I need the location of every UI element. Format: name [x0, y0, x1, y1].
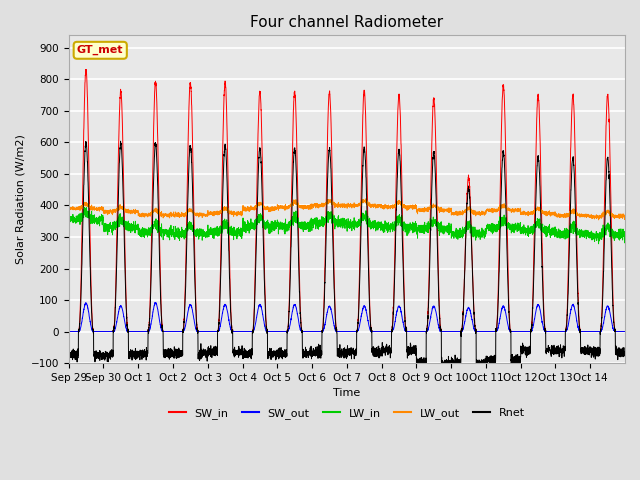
LW_in — [65, 216, 72, 222]
LW_in — [368, 221, 376, 227]
LW_out — [595, 217, 602, 223]
Line: LW_out: LW_out — [68, 199, 625, 220]
SW_in — [621, 329, 629, 335]
LW_out — [180, 212, 188, 217]
Line: SW_out: SW_out — [68, 302, 625, 332]
SW_out — [541, 328, 549, 334]
LW_out — [368, 203, 376, 208]
LW_out — [527, 210, 534, 216]
Text: GT_met: GT_met — [77, 45, 124, 55]
SW_out — [500, 303, 508, 309]
SW_in — [397, 155, 405, 161]
SW_in — [180, 317, 188, 323]
Rnet — [397, 195, 405, 201]
SW_in — [500, 82, 508, 88]
SW_in — [541, 328, 549, 334]
SW_out — [65, 329, 72, 335]
LW_in — [541, 226, 549, 232]
SW_out — [397, 310, 405, 316]
X-axis label: Time: Time — [333, 388, 360, 398]
Legend: SW_in, SW_out, LW_in, LW_out, Rnet: SW_in, SW_out, LW_in, LW_out, Rnet — [164, 403, 529, 423]
LW_in — [621, 231, 629, 237]
LW_out — [500, 202, 508, 207]
LW_out — [621, 213, 629, 219]
SW_out — [180, 327, 188, 333]
SW_in — [368, 328, 376, 334]
Rnet — [541, 328, 549, 334]
LW_in — [397, 216, 405, 222]
SW_out — [151, 300, 159, 305]
Line: SW_in: SW_in — [68, 70, 625, 332]
SW_in — [65, 329, 72, 335]
LW_in — [500, 215, 508, 220]
Rnet — [500, 149, 508, 155]
LW_in — [81, 204, 88, 210]
Y-axis label: Solar Radiation (W/m2): Solar Radiation (W/m2) — [15, 134, 25, 264]
LW_out — [362, 196, 370, 202]
Rnet — [421, 368, 429, 374]
Line: Rnet: Rnet — [68, 141, 625, 371]
Rnet — [116, 138, 124, 144]
SW_out — [368, 328, 376, 334]
LW_out — [65, 205, 72, 211]
Rnet — [65, 352, 72, 358]
Title: Four channel Radiometer: Four channel Radiometer — [250, 15, 444, 30]
LW_in — [595, 241, 602, 247]
LW_in — [180, 228, 188, 234]
LW_out — [541, 210, 549, 216]
SW_out — [527, 328, 534, 334]
SW_in — [527, 326, 534, 332]
Rnet — [368, 328, 376, 334]
LW_out — [397, 200, 405, 205]
Rnet — [527, 328, 535, 334]
SW_in — [83, 67, 90, 72]
Line: LW_in: LW_in — [68, 207, 625, 244]
LW_in — [527, 227, 534, 232]
SW_out — [621, 329, 629, 335]
Rnet — [621, 348, 629, 354]
Rnet — [180, 320, 188, 325]
